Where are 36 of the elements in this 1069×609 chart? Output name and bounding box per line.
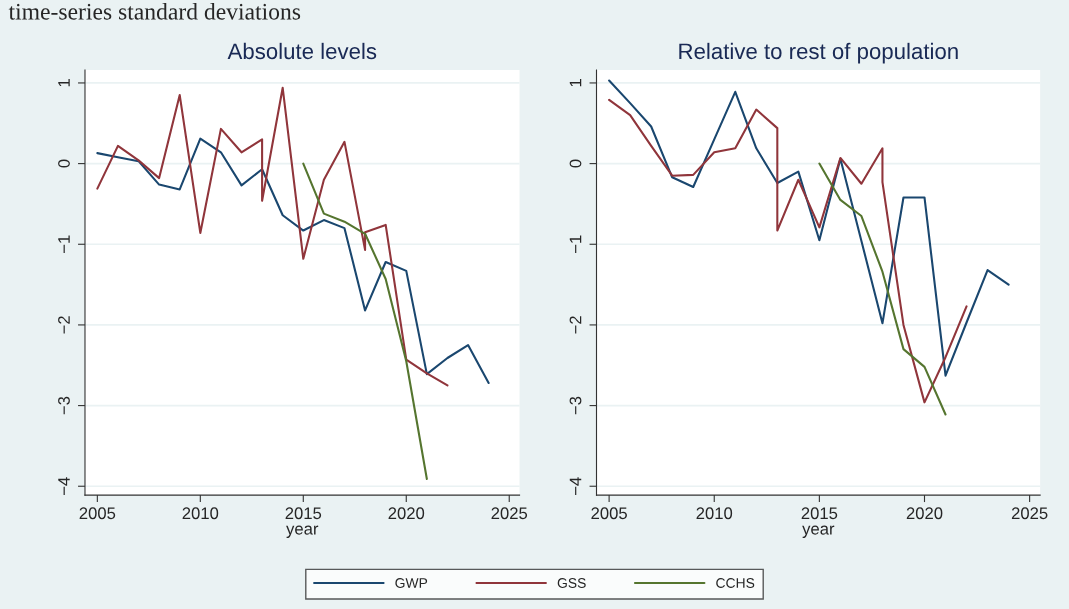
x-tick-label: 2020	[906, 507, 943, 520]
y-tick-label: −4	[58, 477, 70, 495]
y-tick-label: −2	[58, 316, 70, 334]
y-tick-label: 1	[58, 79, 70, 87]
x-axis-title: year	[802, 525, 835, 538]
y-tick-label: −1	[58, 235, 70, 253]
line-series	[818, 162, 947, 416]
x-tick-label: 2015	[801, 507, 838, 520]
chart-title: Absolute levels	[227, 42, 377, 60]
line-series	[608, 79, 1010, 377]
x-tick-label: 2010	[696, 507, 733, 520]
y-tick-label: 1	[569, 79, 582, 87]
x-tick-label: 2025	[491, 507, 528, 520]
y-tick-label: −3	[569, 396, 582, 415]
x-tick-label: 2010	[182, 507, 219, 520]
line-series	[608, 98, 968, 404]
legend-label: CCHS	[716, 578, 755, 588]
x-tick-label: 2015	[285, 507, 322, 520]
text: time-series standard deviations	[8, 3, 301, 20]
y-tick-label: −1	[569, 235, 582, 253]
x-tick-label: 2020	[388, 507, 425, 520]
x-tick-label: 2025	[1011, 507, 1048, 520]
legend-label: GWP	[395, 578, 428, 588]
line-series	[302, 162, 428, 481]
legend-label: GSS	[557, 578, 586, 588]
y-tick-label: −3	[58, 396, 70, 415]
line-series	[96, 86, 449, 387]
x-tick-label: 2005	[79, 507, 116, 520]
x-tick-label: 2005	[591, 507, 627, 520]
x-axis-title: year	[286, 525, 319, 538]
y-tick-label: 0	[58, 159, 70, 168]
chart-title: Relative to rest of population	[679, 42, 958, 64]
y-tick-label: 0	[569, 159, 582, 168]
y-tick-label: −4	[569, 477, 582, 495]
line-series	[96, 137, 490, 385]
y-tick-label: −2	[569, 316, 582, 334]
